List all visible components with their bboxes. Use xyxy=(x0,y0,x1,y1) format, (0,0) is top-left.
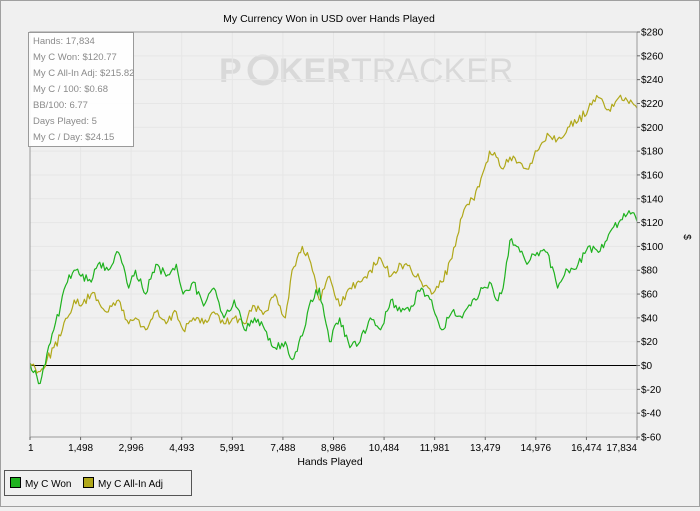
y-tick-label: $200 xyxy=(641,123,664,134)
y-axis-label: $ xyxy=(681,234,692,240)
x-tick-label: 1,498 xyxy=(68,443,93,454)
x-tick-label: 17,834 xyxy=(606,443,637,454)
x-tick-label: 8,986 xyxy=(321,443,346,454)
x-tick-label: 4,493 xyxy=(169,443,194,454)
watermark-text-part1: P xyxy=(219,52,242,90)
y-tick-label: $100 xyxy=(641,242,664,253)
stat-won: My C Won: $120.77 xyxy=(33,52,117,63)
legend: My C Won My C All-In Adj xyxy=(4,470,192,496)
y-tick-label: $-40 xyxy=(641,409,661,420)
x-tick-label: 13,479 xyxy=(470,443,501,454)
y-tick-label: $20 xyxy=(641,337,658,348)
legend-item-won[interactable]: My C Won xyxy=(10,477,72,490)
y-tick-label: $260 xyxy=(641,51,664,62)
y-tick-label: $120 xyxy=(641,218,664,229)
x-tick-label: 1 xyxy=(28,443,34,454)
y-tick-label: $240 xyxy=(641,75,664,86)
stat-per-100: My C / 100: $0.68 xyxy=(33,84,108,95)
y-tick-label: $140 xyxy=(641,194,664,205)
x-tick-label: 16,474 xyxy=(571,443,602,454)
stat-hands: Hands: 17,834 xyxy=(33,36,95,47)
y-tick-label: $-60 xyxy=(641,433,661,444)
x-tick-label: 2,996 xyxy=(119,443,144,454)
watermark-text-part2: KER xyxy=(279,52,351,90)
legend-label-won: My C Won xyxy=(25,479,72,490)
series-line-all-in-adj xyxy=(29,94,638,374)
y-tick-label: $0 xyxy=(641,361,653,372)
y-tick-label: $220 xyxy=(641,99,664,110)
chart-title: My Currency Won in USD over Hands Played xyxy=(223,13,435,25)
stat-days-played: Days Played: 5 xyxy=(33,116,97,127)
watermark-text-part3: TRACKER xyxy=(351,52,513,90)
legend-swatch-won xyxy=(10,477,21,488)
y-tick-label: $60 xyxy=(641,290,658,301)
y-axis: $280 $260 $240 $220 $200 $180 $160 $140 $120 $100… xyxy=(637,28,664,444)
y-tick-label: $160 xyxy=(641,170,664,181)
legend-swatch-all-in-adj xyxy=(83,477,94,488)
series-line-won xyxy=(29,210,638,385)
legend-label-all-in-adj: My C All-In Adj xyxy=(98,479,164,490)
x-tick-label: 11,981 xyxy=(420,443,450,454)
x-tick-label: 14,976 xyxy=(521,443,552,454)
x-tick-label: 5,991 xyxy=(220,443,245,454)
x-axis: 1 1,498 2,996 4,493 5,991 7,488 8,986 10,484 11,… xyxy=(28,437,638,454)
y-tick-label: $180 xyxy=(641,147,664,158)
x-tick-label: 10,484 xyxy=(369,443,400,454)
stat-bb-per-100: BB/100: 6.77 xyxy=(33,100,88,111)
y-tick-label: $40 xyxy=(641,313,658,324)
x-axis-label: Hands Played xyxy=(297,456,363,468)
watermark-chip-icon xyxy=(247,54,279,86)
legend-item-all-in-adj[interactable]: My C All-In Adj xyxy=(83,477,163,490)
y-tick-label: $-20 xyxy=(641,385,661,396)
y-tick-label: $280 xyxy=(641,28,664,39)
watermark-logo: P KER TRACKER xyxy=(219,52,513,90)
stats-panel: Hands: 17,834 My C Won: $120.77 My C All… xyxy=(28,32,134,147)
x-tick-label: 7,488 xyxy=(270,443,295,454)
stat-per-day: My C / Day: $24.15 xyxy=(33,132,115,143)
stat-all-in-adj: My C All-In Adj: $215.82 xyxy=(33,68,135,79)
y-tick-label: $80 xyxy=(641,266,658,277)
